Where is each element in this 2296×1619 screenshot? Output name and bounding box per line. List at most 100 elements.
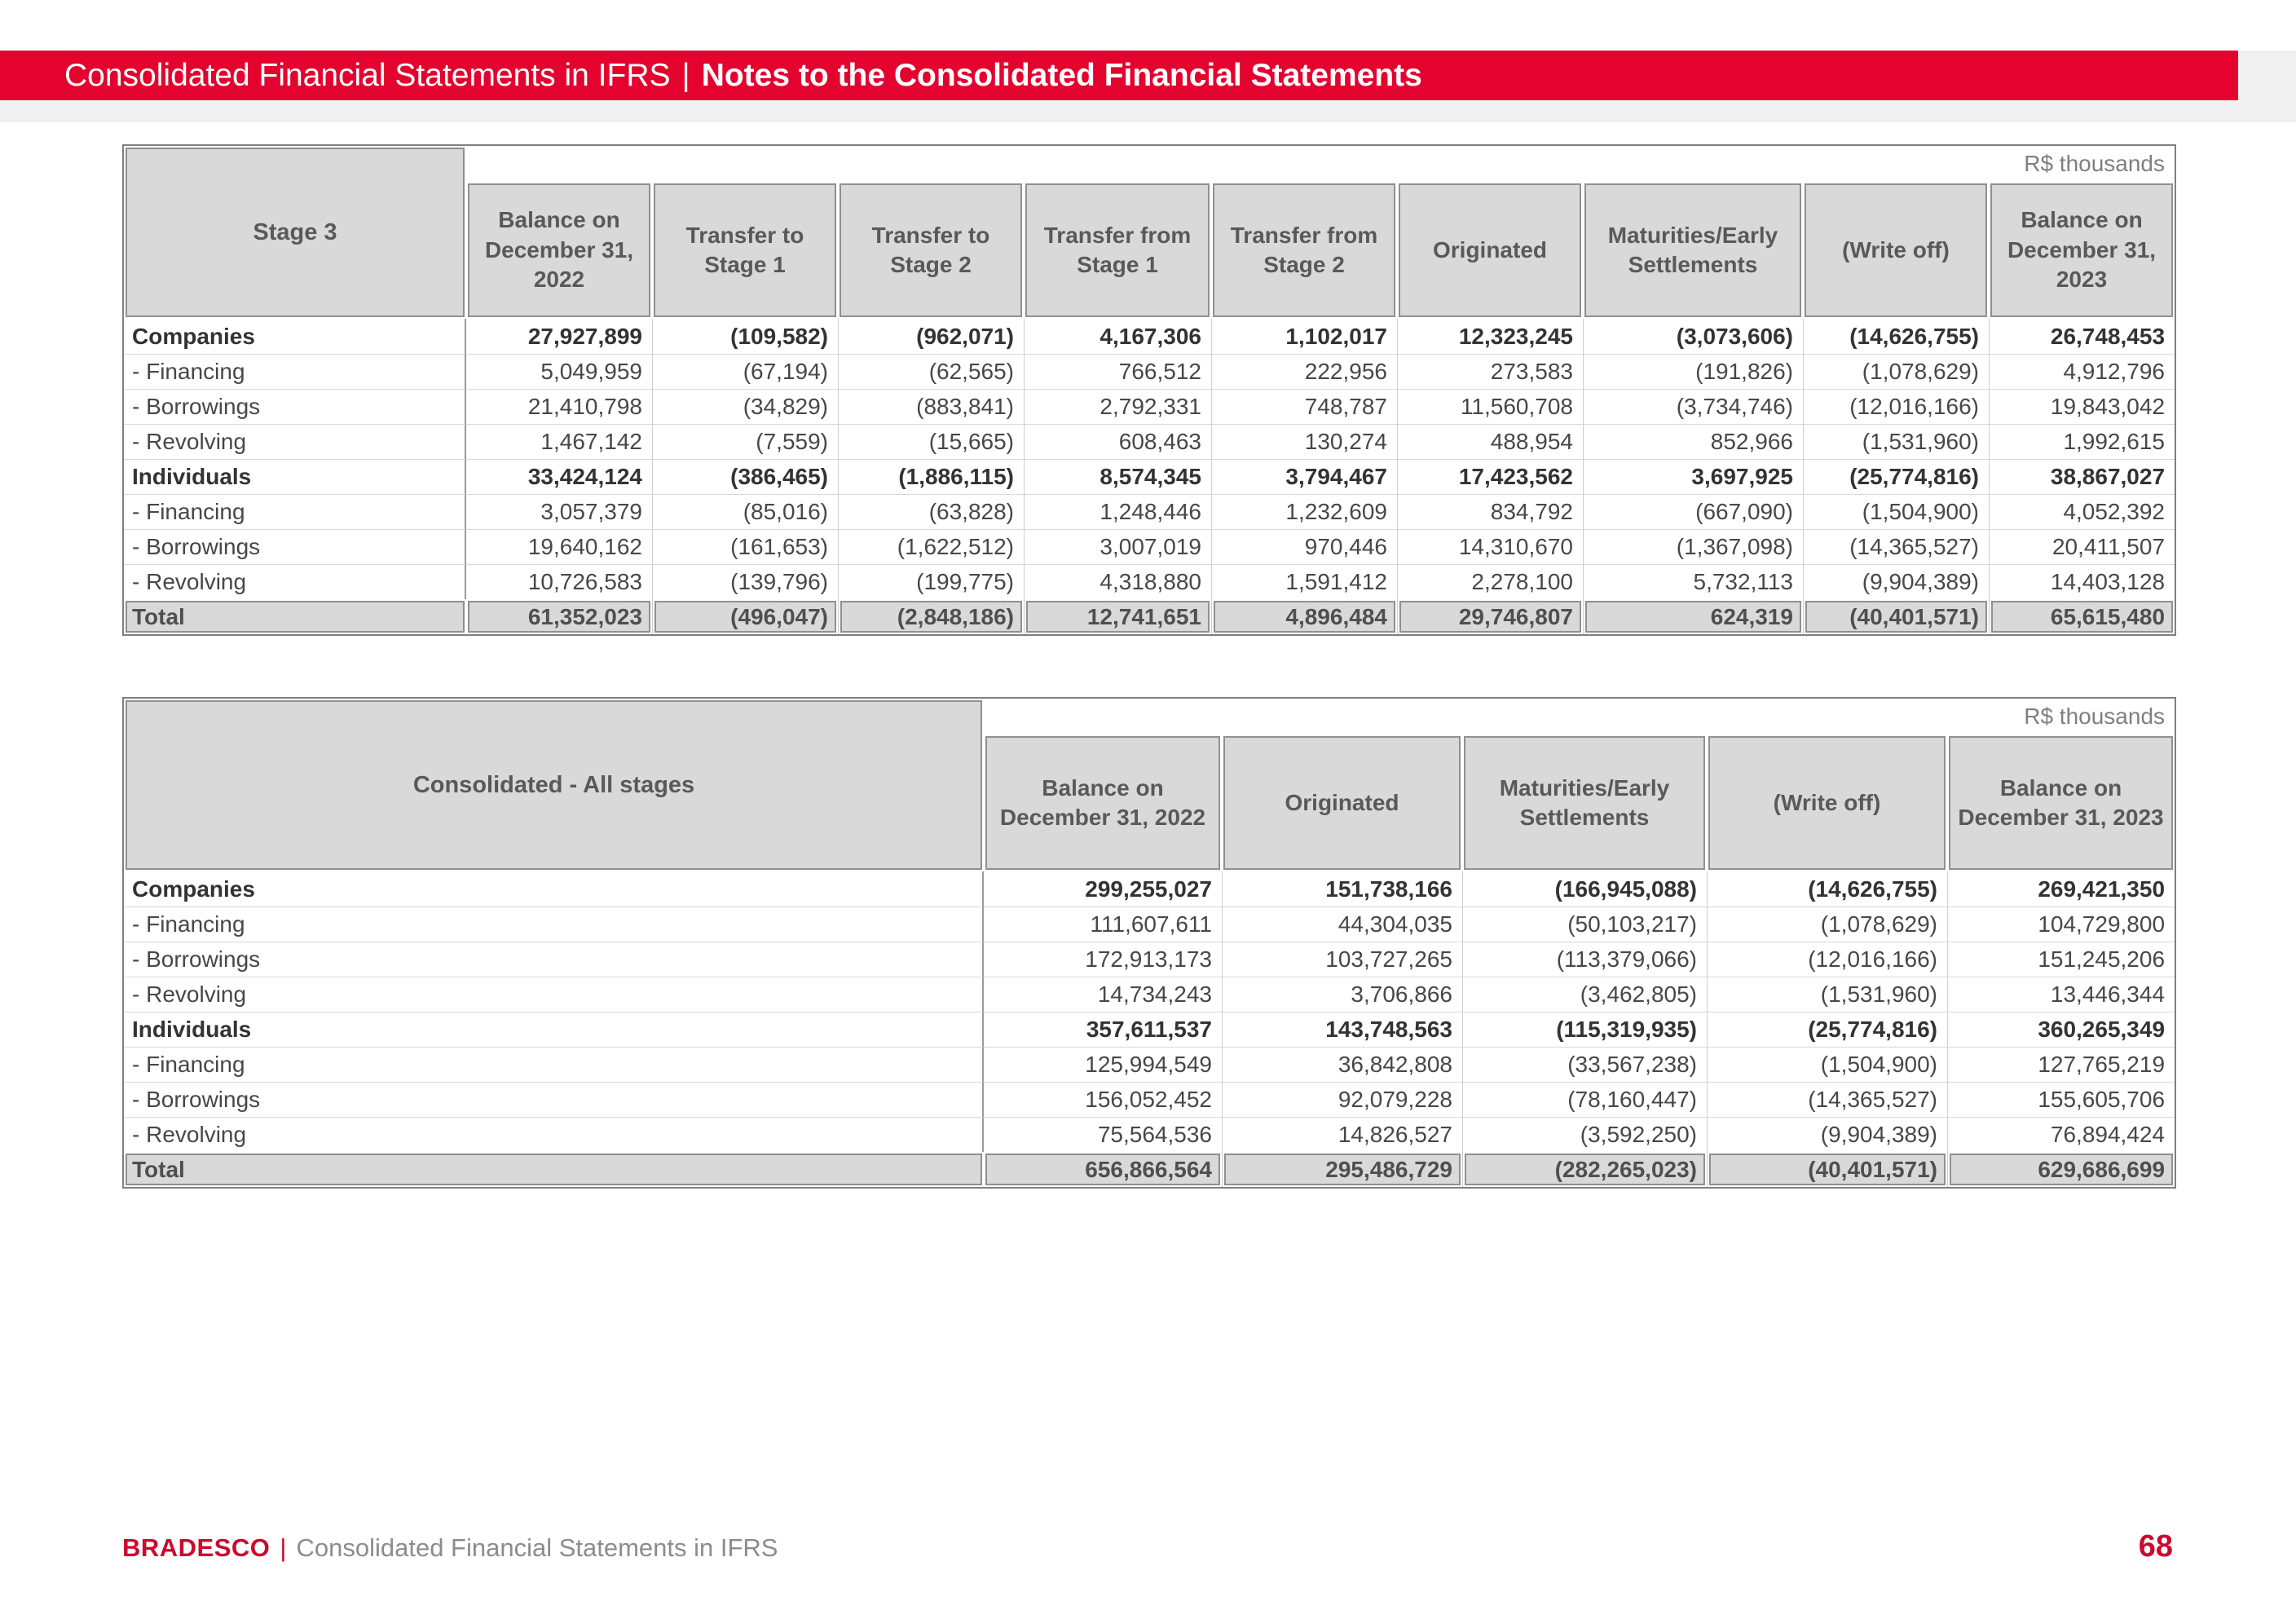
- cell-value: (1,622,512): [838, 529, 1024, 564]
- stage3-table-body: Companies 27,927,899 (109,582) (962,071) 4,1…: [124, 319, 2175, 634]
- row-label: - Revolving: [124, 424, 466, 459]
- cell-value: 970,446: [1211, 529, 1397, 564]
- cell-value: 4,912,796: [1989, 354, 2175, 389]
- cell-value: 1,248,446: [1024, 494, 1211, 529]
- cell-value: (1,078,629): [1707, 907, 1947, 942]
- row-label: - Financing: [124, 354, 466, 389]
- cell-value: (12,016,166): [1803, 389, 1989, 424]
- cell-value: 44,304,035: [1222, 907, 1462, 942]
- cell-value: (63,828): [838, 494, 1024, 529]
- row-label: - Borrowings: [124, 529, 466, 564]
- cell-value: 852,966: [1583, 424, 1803, 459]
- table-row: Individuals 357,611,537 143,748,563 (115,31…: [124, 1012, 2175, 1047]
- cell-value: 488,954: [1397, 424, 1583, 459]
- row-label: Companies: [124, 871, 984, 907]
- cell-value: 1,467,142: [466, 424, 652, 459]
- cell-value: (1,078,629): [1803, 354, 1989, 389]
- cell-value: 76,894,424: [1947, 1117, 2175, 1152]
- cell-value: 19,843,042: [1989, 389, 2175, 424]
- cell-value: 5,732,113: [1583, 564, 1803, 599]
- cell-value: 3,697,925: [1583, 459, 1803, 494]
- all-stages-table-wrapper: Consolidated - All stages R$ thousands B…: [122, 697, 2177, 1189]
- cell-value: 155,605,706: [1947, 1082, 2175, 1117]
- cell-value: (12,016,166): [1707, 942, 1947, 977]
- cell-value: (34,829): [652, 389, 838, 424]
- row-label: - Financing: [124, 907, 984, 942]
- cell-value: 3,057,379: [466, 494, 652, 529]
- cell-value: 14,310,670: [1397, 529, 1583, 564]
- cell-value: 29,746,807: [1397, 599, 1583, 634]
- column-header: Balance on December 31, 2022: [984, 735, 1222, 871]
- cell-value: 27,927,899: [527, 323, 642, 349]
- cell-value: 151,245,206: [1947, 942, 2175, 977]
- header-banner: Consolidated Financial Statements in IFR…: [0, 51, 2238, 100]
- cell-value: 2,278,100: [1397, 564, 1583, 599]
- cell-value: (109,582): [652, 319, 838, 354]
- table-row: Individuals 33,424,124 (386,465) (1,886,115…: [124, 459, 2175, 494]
- row-label: - Revolving: [124, 1117, 984, 1152]
- cell-value: 3,794,467: [1211, 459, 1397, 494]
- row-label: - Financing: [124, 1047, 984, 1082]
- cell-value: 834,792: [1397, 494, 1583, 529]
- column-header: Transfer from Stage 2: [1211, 182, 1397, 319]
- cell-value: (1,367,098): [1583, 529, 1803, 564]
- cell-value: (78,160,447): [1462, 1082, 1707, 1117]
- cell-value: (386,465): [652, 459, 838, 494]
- cell-value: 3,706,866: [1222, 977, 1462, 1012]
- cell-value: (3,734,746): [1583, 389, 1803, 424]
- cell-value: 21,410,798: [466, 389, 652, 424]
- cell-value: 357,611,537: [984, 1012, 1222, 1047]
- footer-left: BRADESCO | Consolidated Financial Statem…: [122, 1533, 778, 1563]
- cell-value: (9,904,389): [1803, 564, 1989, 599]
- cell-value: (40,401,571): [1803, 599, 1989, 634]
- table-corner-header: Consolidated - All stages: [124, 699, 984, 871]
- cell-value: 12,323,245: [1397, 319, 1583, 354]
- cell-value: (496,047): [652, 599, 838, 634]
- cell-value: 61,352,023: [466, 599, 652, 634]
- cell-value: 172,913,173: [984, 942, 1222, 977]
- cell-value: 748,787: [1211, 389, 1397, 424]
- column-header: (Write off): [1803, 182, 1989, 319]
- cell-value: 8,574,345: [1024, 459, 1211, 494]
- cell-value: (85,016): [652, 494, 838, 529]
- cell-value: 1,232,609: [1211, 494, 1397, 529]
- cell-value: 10,726,583: [466, 564, 652, 599]
- column-header: Maturities/Early Settlements: [1583, 182, 1803, 319]
- cell-value: (667,090): [1583, 494, 1803, 529]
- cell-value: (1,504,900): [1707, 1047, 1947, 1082]
- cell-value: (962,071): [838, 319, 1024, 354]
- table-row: - Borrowings 21,410,798 (34,829) (883,841) 2…: [124, 389, 2175, 424]
- page-number: 68: [2138, 1529, 2173, 1564]
- table-row: - Revolving 10,726,583 (139,796) (199,775) 4…: [124, 564, 2175, 599]
- cell-value: 629,686,699: [1947, 1152, 2175, 1187]
- cell-value: 111,607,611: [984, 907, 1222, 942]
- table-row: - Revolving 75,564,536 14,826,527 (3,592,25…: [124, 1117, 2175, 1152]
- cell-value: 13,446,344: [1947, 977, 2175, 1012]
- cell-value: (161,653): [652, 529, 838, 564]
- row-label: Total: [124, 1152, 984, 1187]
- cell-value: 4,318,880: [1024, 564, 1211, 599]
- table-row: Companies 299,255,027 151,738,166 (166,945,…: [124, 871, 2175, 907]
- cell-value: 17,423,562: [1397, 459, 1583, 494]
- table-row: - Borrowings 156,052,452 92,079,228 (78,160…: [124, 1082, 2175, 1117]
- table-row: Total 61,352,023 (496,047) (2,848,186) 12,74…: [124, 599, 2175, 634]
- cell-value: 14,734,243: [984, 977, 1222, 1012]
- cell-value: 1,591,412: [1211, 564, 1397, 599]
- cell-value: (282,265,023): [1462, 1152, 1707, 1187]
- cell-value: 269,421,350: [1947, 871, 2175, 907]
- table-row: - Financing 125,994,549 36,842,808 (33,567,…: [124, 1047, 2175, 1082]
- banner-title-bold: Notes to the Consolidated Financial Stat…: [701, 57, 1422, 93]
- cell-value: (9,904,389): [1707, 1117, 1947, 1152]
- cell-value: (3,592,250): [1462, 1117, 1707, 1152]
- table-row: Total 656,866,564 295,486,729 (282,265,023)…: [124, 1152, 2175, 1187]
- cell-value: (14,626,755): [1707, 871, 1947, 907]
- cell-value: (25,774,816): [1803, 459, 1989, 494]
- cell-value: 75,564,536: [984, 1117, 1222, 1152]
- cell-value: (3,462,805): [1462, 977, 1707, 1012]
- cell-value: (115,319,935): [1462, 1012, 1707, 1047]
- banner-divider: |: [681, 57, 690, 93]
- all-stages-table-body: Companies 299,255,027 151,738,166 (166,945,…: [124, 871, 2175, 1187]
- footer-text: Consolidated Financial Statements in IFR…: [296, 1533, 778, 1562]
- table-row: - Borrowings 19,640,162 (161,653) (1,622,51…: [124, 529, 2175, 564]
